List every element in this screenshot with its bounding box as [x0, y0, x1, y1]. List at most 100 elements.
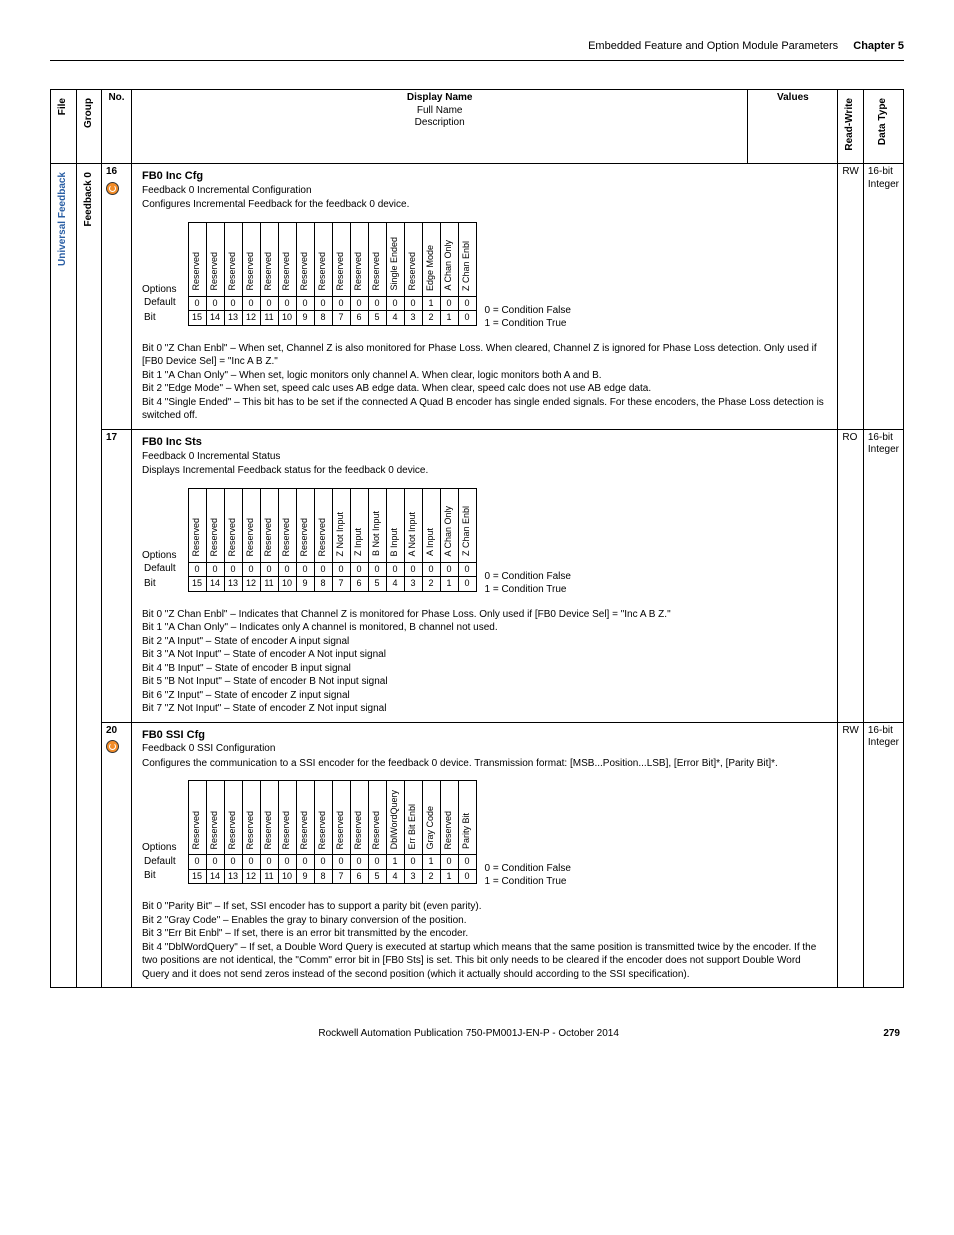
bit-default: 0	[332, 296, 350, 311]
datatype-value: 16-bitInteger	[863, 722, 903, 988]
bit-option: Reserved	[314, 488, 332, 562]
bit-index: 4	[386, 311, 404, 326]
bit-default: 0	[368, 855, 386, 870]
bit-option: B Not Input	[368, 488, 386, 562]
col-desc: Display Name Full Name Description	[132, 90, 748, 164]
bit-option: Reserved	[350, 781, 368, 855]
rw-value: RW	[838, 722, 864, 988]
rw-value: RO	[838, 429, 864, 722]
bit-note: Bit 0 "Z Chan Enbl" – Indicates that Cha…	[142, 608, 827, 622]
bit-note: Bit 3 "Err Bit Enbl" – If set, there is …	[142, 927, 827, 941]
bit-default: 0	[278, 296, 296, 311]
bit-default: 0	[242, 296, 260, 311]
bit-option: Reserved	[332, 222, 350, 296]
bit-default: 0	[224, 562, 242, 577]
bit-default: 0	[296, 296, 314, 311]
bit-row-options-label: Options	[142, 488, 188, 562]
bit-index: 6	[350, 869, 368, 884]
bit-default: 0	[386, 296, 404, 311]
bit-option: Err Bit Enbl	[404, 781, 422, 855]
bit-default: 0	[224, 296, 242, 311]
bit-option: Reserved	[278, 222, 296, 296]
param-body: FB0 Inc StsFeedback 0 Incremental Status…	[132, 429, 838, 722]
bit-row-default-label: Default	[142, 855, 188, 870]
description-text: Displays Incremental Feedback status for…	[142, 465, 827, 478]
bit-default: 0	[458, 855, 476, 870]
bit-row-bit-label: Bit	[142, 311, 188, 326]
bit-note: Bit 3 "A Not Input" – State of encoder A…	[142, 648, 827, 662]
bit-note: Bit 2 "Gray Code" – Enables the gray to …	[142, 914, 827, 928]
bit-default: 0	[188, 296, 206, 311]
bit-option: A Chan Only	[440, 222, 458, 296]
bit-index: 10	[278, 311, 296, 326]
bit-note: Bit 2 "A Input" – State of encoder A inp…	[142, 635, 827, 649]
bit-default: 0	[188, 562, 206, 577]
bit-option: Reserved	[296, 781, 314, 855]
bit-note: Bit 4 "Single Ended" – This bit has to b…	[142, 396, 827, 423]
datatype-value: 16-bitInteger	[863, 429, 903, 722]
bit-note: Bit 6 "Z Input" – State of encoder Z inp…	[142, 689, 827, 703]
bit-default: 0	[440, 296, 458, 311]
bit-note: Bit 4 "DblWordQuery" – If set, a Double …	[142, 941, 827, 982]
bit-index: 2	[422, 577, 440, 592]
bit-note: Bit 2 "Edge Mode" – When set, speed calc…	[142, 382, 827, 396]
bit-option: Reserved	[206, 488, 224, 562]
bit-default: 1	[386, 855, 404, 870]
display-name: FB0 Inc Sts	[142, 436, 827, 450]
bit-default: 1	[422, 296, 440, 311]
bit-default: 0	[278, 562, 296, 577]
bit-row-bit-label: Bit	[142, 869, 188, 884]
bit-option: Reserved	[440, 781, 458, 855]
bit-default: 0	[206, 296, 224, 311]
bit-index: 12	[242, 869, 260, 884]
bit-index: 13	[224, 869, 242, 884]
bit-index: 15	[188, 869, 206, 884]
bit-index: 0	[458, 577, 476, 592]
bit-default: 0	[386, 562, 404, 577]
condition-legend: 0 = Condition False1 = Condition True	[477, 570, 571, 598]
bit-row-default-label: Default	[142, 562, 188, 577]
bit-index: 11	[260, 311, 278, 326]
bit-index: 7	[332, 869, 350, 884]
bit-option: Reserved	[224, 488, 242, 562]
bit-option: Reserved	[332, 781, 350, 855]
restart-icon	[106, 182, 119, 195]
col-values: Values	[748, 90, 838, 164]
breadcrumb: Embedded Feature and Option Module Param…	[588, 40, 838, 52]
bit-index: 3	[404, 869, 422, 884]
bit-index: 6	[350, 577, 368, 592]
bit-default: 0	[458, 296, 476, 311]
bit-option: A Not Input	[404, 488, 422, 562]
bit-table: OptionsReservedReservedReservedReservedR…	[142, 488, 477, 592]
bit-index: 13	[224, 577, 242, 592]
bit-option: Reserved	[278, 488, 296, 562]
bit-note: Bit 4 "B Input" – State of encoder B inp…	[142, 662, 827, 676]
chapter-label: Chapter 5	[853, 40, 904, 52]
bit-default: 0	[296, 855, 314, 870]
col-rw: Read-Write	[838, 90, 864, 164]
bit-index: 8	[314, 311, 332, 326]
bit-index: 1	[440, 311, 458, 326]
bit-default: 0	[458, 562, 476, 577]
bit-option: Reserved	[188, 781, 206, 855]
col-full-name: Full Name	[136, 105, 743, 118]
bit-index: 11	[260, 869, 278, 884]
bit-index: 15	[188, 311, 206, 326]
bit-option: Reserved	[314, 781, 332, 855]
bit-option: Reserved	[206, 781, 224, 855]
bit-default: 0	[260, 562, 278, 577]
bit-index: 14	[206, 311, 224, 326]
full-name: Feedback 0 Incremental Configuration	[142, 185, 827, 198]
page-footer: Rockwell Automation Publication 750-PM00…	[50, 1028, 904, 1039]
bit-index: 14	[206, 577, 224, 592]
bit-note: Bit 0 "Z Chan Enbl" – When set, Channel …	[142, 342, 827, 369]
bit-option: Reserved	[404, 222, 422, 296]
bit-index: 0	[458, 869, 476, 884]
bit-default: 0	[242, 855, 260, 870]
bit-default: 0	[206, 562, 224, 577]
bit-option: Reserved	[224, 781, 242, 855]
bit-index: 3	[404, 577, 422, 592]
bit-option: Gray Code	[422, 781, 440, 855]
bit-index: 1	[440, 869, 458, 884]
rw-value: RW	[838, 164, 864, 430]
